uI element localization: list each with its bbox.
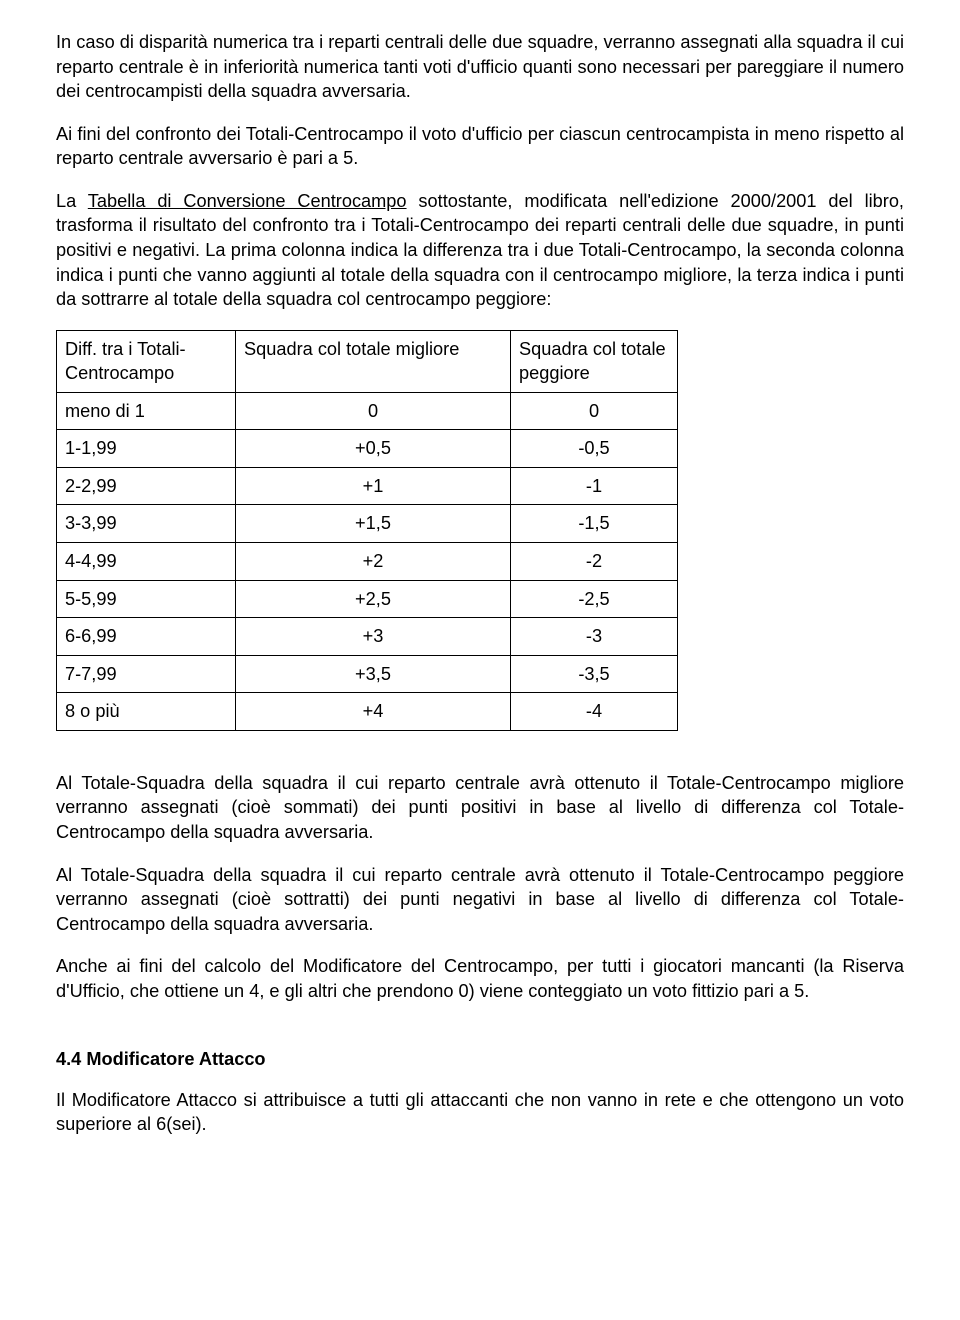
paragraph-1: In caso di disparità numerica tra i repa… — [56, 30, 904, 104]
document-page: In caso di disparità numerica tra i repa… — [0, 0, 960, 1320]
cell-diff: 8 o più — [57, 693, 236, 731]
cell-best: +1,5 — [236, 505, 511, 543]
paragraph-3-pre: La — [56, 191, 88, 211]
cell-diff: 2-2,99 — [57, 467, 236, 505]
cell-worst: -2 — [511, 543, 678, 581]
cell-diff: 5-5,99 — [57, 580, 236, 618]
table-row: 7-7,99 +3,5 -3,5 — [57, 655, 678, 693]
table-row: meno di 1 0 0 — [57, 392, 678, 430]
table-row: 8 o più +4 -4 — [57, 693, 678, 731]
table-row: 2-2,99 +1 -1 — [57, 467, 678, 505]
table-row: 6-6,99 +3 -3 — [57, 618, 678, 656]
cell-worst: -1 — [511, 467, 678, 505]
cell-best: +1 — [236, 467, 511, 505]
table-header-diff: Diff. tra i Totali-Centrocampo — [57, 330, 236, 392]
cell-worst: -0,5 — [511, 430, 678, 468]
paragraph-2: Ai fini del confronto dei Totali-Centroc… — [56, 122, 904, 171]
cell-best: +3,5 — [236, 655, 511, 693]
paragraph-6: Anche ai fini del calcolo del Modificato… — [56, 954, 904, 1003]
table-header-row: Diff. tra i Totali-Centrocampo Squadra c… — [57, 330, 678, 392]
cell-diff: 3-3,99 — [57, 505, 236, 543]
cell-best: +3 — [236, 618, 511, 656]
cell-diff: 1-1,99 — [57, 430, 236, 468]
cell-diff: meno di 1 — [57, 392, 236, 430]
table-row: 1-1,99 +0,5 -0,5 — [57, 430, 678, 468]
cell-diff: 7-7,99 — [57, 655, 236, 693]
table-row: 5-5,99 +2,5 -2,5 — [57, 580, 678, 618]
cell-worst: -3 — [511, 618, 678, 656]
paragraph-3-underline: Tabella di Conversione Centrocampo — [88, 191, 407, 211]
cell-worst: -2,5 — [511, 580, 678, 618]
paragraph-3: La Tabella di Conversione Centrocampo so… — [56, 189, 904, 312]
section-title-4-4: 4.4 Modificatore Attacco — [56, 1047, 904, 1072]
table-header-best: Squadra col totale migliore — [236, 330, 511, 392]
table-body: meno di 1 0 0 1-1,99 +0,5 -0,5 2-2,99 +1… — [57, 392, 678, 730]
cell-worst: 0 — [511, 392, 678, 430]
paragraph-5: Al Totale-Squadra della squadra il cui r… — [56, 863, 904, 937]
cell-worst: -3,5 — [511, 655, 678, 693]
conversion-table: Diff. tra i Totali-Centrocampo Squadra c… — [56, 330, 678, 731]
table-header-worst: Squadra col totale peggiore — [511, 330, 678, 392]
cell-worst: -1,5 — [511, 505, 678, 543]
cell-best: +2 — [236, 543, 511, 581]
cell-worst: -4 — [511, 693, 678, 731]
cell-best: 0 — [236, 392, 511, 430]
cell-diff: 6-6,99 — [57, 618, 236, 656]
cell-best: +4 — [236, 693, 511, 731]
table-row: 4-4,99 +2 -2 — [57, 543, 678, 581]
paragraph-7: Il Modificatore Attacco si attribuisce a… — [56, 1088, 904, 1137]
cell-best: +2,5 — [236, 580, 511, 618]
cell-diff: 4-4,99 — [57, 543, 236, 581]
table-row: 3-3,99 +1,5 -1,5 — [57, 505, 678, 543]
cell-best: +0,5 — [236, 430, 511, 468]
paragraph-4: Al Totale-Squadra della squadra il cui r… — [56, 771, 904, 845]
